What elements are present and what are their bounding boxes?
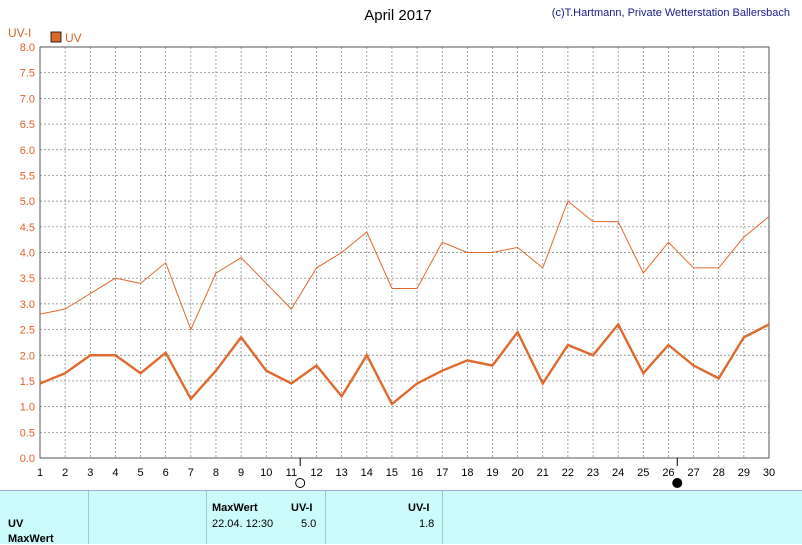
x-tick-label: 23 <box>587 467 599 479</box>
x-tick-label: 16 <box>411 467 423 479</box>
y-tick-label: 4.5 <box>20 222 35 234</box>
x-tick-label: 10 <box>260 467 272 479</box>
y-tick-label: 2.0 <box>20 350 35 362</box>
summary-panel: UV MaxWert MaxWert UV-I 22.04. 12:30 5.0… <box>0 490 802 545</box>
max-unit: UV-I <box>291 502 313 514</box>
chart-title: April 2017 <box>364 7 432 24</box>
y-tick-label: 8.0 <box>20 42 35 54</box>
moon-phase-markers <box>295 458 683 488</box>
y-tick-label: 1.5 <box>20 376 35 388</box>
x-tick-label: 24 <box>612 467 624 479</box>
x-tick-label: 22 <box>562 467 574 479</box>
summary-divider <box>442 491 443 544</box>
x-tick-label: 26 <box>662 467 674 479</box>
x-tick-label: 21 <box>537 467 549 479</box>
summary-row-label-2: MaxWert <box>8 533 54 545</box>
avg-value: 1.8 <box>419 518 435 530</box>
summary-divider <box>325 491 326 544</box>
y-tick-label: 3.5 <box>20 273 35 285</box>
avg-unit: UV-I <box>408 502 430 514</box>
x-tick-label: 28 <box>713 467 725 479</box>
x-tick-label: 25 <box>637 467 649 479</box>
series-lines <box>39 200 770 406</box>
x-tick-label: 2 <box>62 467 68 479</box>
x-tick-label: 9 <box>238 467 244 479</box>
x-tick-label: 17 <box>436 467 448 479</box>
y-tick-label: 6.5 <box>20 119 35 131</box>
x-tick-label: 18 <box>461 467 473 479</box>
full-moon-icon <box>295 478 306 488</box>
credit-text: (c)T.Hartmann, Private Wetterstation Bal… <box>552 7 790 19</box>
y-tick-label: 4.0 <box>20 248 35 260</box>
y-tick-label: 0.0 <box>20 453 35 465</box>
x-tick-label: 5 <box>137 467 143 479</box>
x-tick-label: 8 <box>213 467 219 479</box>
x-tick-label: 6 <box>163 467 169 479</box>
x-tick-label: 11 <box>286 467 297 479</box>
y-tick-label: 0.5 <box>20 427 35 439</box>
x-tick-label: 7 <box>188 467 194 479</box>
x-tick-label: 19 <box>486 467 498 479</box>
summary-divider <box>88 491 89 544</box>
x-tick-label: 27 <box>687 467 699 479</box>
max-header: MaxWert <box>212 502 258 514</box>
summary-divider <box>206 491 207 544</box>
uv-chart: April 2017 (c)T.Hartmann, Private Wetter… <box>8 7 790 488</box>
x-tick-label: 20 <box>511 467 523 479</box>
y-tick-label: 2.5 <box>20 325 35 337</box>
x-tick-label: 3 <box>87 467 93 479</box>
x-tick-label: 13 <box>336 467 348 479</box>
y-axis-ticks: 0.0 0.5 1.0 1.5 2.0 2.5 3.0 3.5 4.0 4.5 5.0 5.5 6.0 6… <box>20 42 35 465</box>
summary-row-label: UV <box>8 518 24 530</box>
y-tick-label: 3.0 <box>20 299 35 311</box>
x-axis-ticks: 1 2 3 4 5 6 7 8 9 10 11 12 13 14 15 16 17 18 19 20 21 22 23 24 2… <box>37 467 775 479</box>
x-tick-label: 14 <box>361 467 373 479</box>
y-tick-label: 5.5 <box>20 170 35 182</box>
y-axis-label: UV-I <box>8 26 31 40</box>
y-tick-label: 1.0 <box>20 402 35 414</box>
x-tick-label: 30 <box>763 467 775 479</box>
y-tick-label: 7.5 <box>20 68 35 80</box>
y-tick-label: 5.0 <box>20 196 35 208</box>
plot-frame <box>39 46 770 459</box>
x-tick-label: 12 <box>310 467 322 479</box>
max-value: 5.0 <box>301 518 317 530</box>
x-tick-label: 4 <box>112 467 118 479</box>
x-tick-label: 1 <box>37 467 43 479</box>
y-tick-label: 6.0 <box>20 145 35 157</box>
legend-label: UV <box>65 31 82 45</box>
series-line-uv <box>39 322 770 406</box>
y-tick-label: 7.0 <box>20 93 35 105</box>
series-line-uv-max <box>39 200 770 331</box>
x-tick-label: 15 <box>386 467 398 479</box>
max-date: 22.04. 12:30 <box>212 518 274 530</box>
x-tick-label: 29 <box>738 467 750 479</box>
legend-swatch <box>50 31 62 43</box>
new-moon-icon <box>672 478 683 488</box>
